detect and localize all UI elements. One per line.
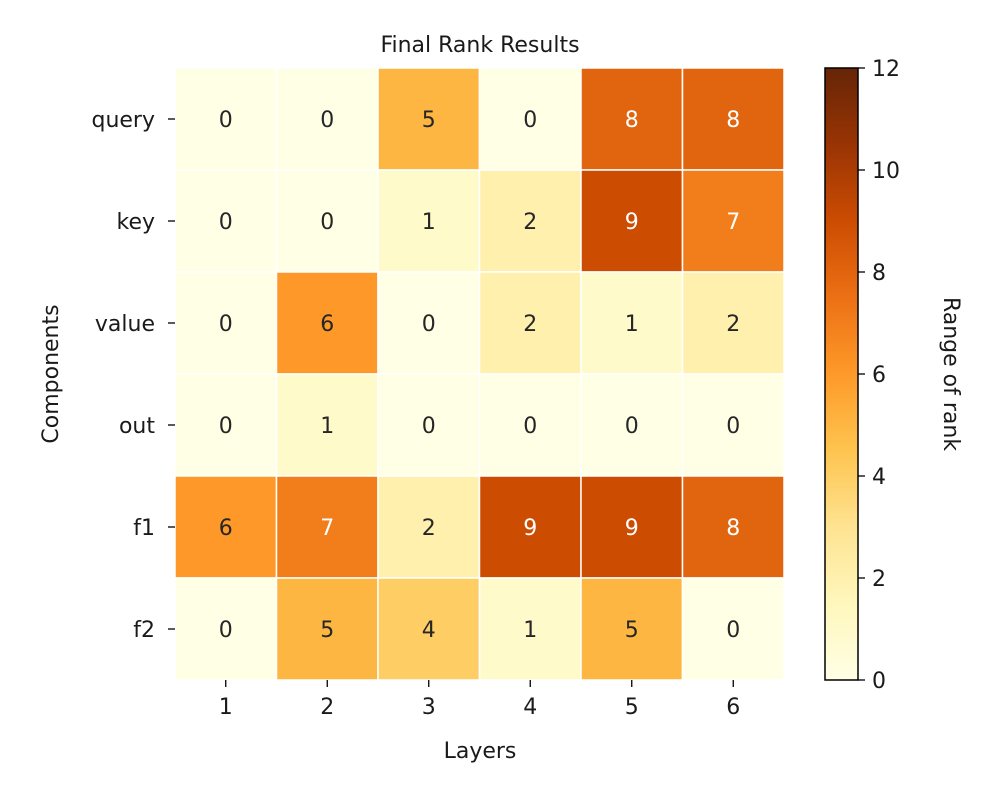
x-tick-label: 3: [422, 695, 436, 720]
heatmap-cell: [377, 475, 481, 579]
heatmap-cell: [478, 169, 582, 273]
heatmap-cell: [478, 67, 582, 171]
cell-value-label: 2: [523, 312, 537, 337]
cell-value-label: 1: [422, 210, 436, 235]
cell-value-label: 0: [219, 312, 233, 337]
cell-value-label: 0: [219, 414, 233, 439]
cell-value-label: 5: [422, 108, 436, 133]
cell-value-label: 0: [523, 108, 537, 133]
cell-value-label: 0: [219, 210, 233, 235]
cell-value-label: 0: [726, 618, 740, 643]
colorbar-label: Range of rank: [938, 297, 963, 451]
cell-value-label: 8: [625, 108, 639, 133]
colorbar-ticks: 0 2 4 6 8 10 12: [858, 57, 900, 694]
cell-value-label: 2: [726, 312, 740, 337]
colorbar-tick-label: 12: [872, 57, 900, 82]
cell-value-label: 9: [625, 516, 639, 541]
cell-value-label: 5: [625, 618, 639, 643]
cell-value-label: 5: [320, 618, 334, 643]
cell-value-label: 8: [726, 108, 740, 133]
colorbar-tick-label: 2: [872, 567, 886, 592]
heatmap-cell: [681, 475, 785, 579]
heatmap-cell: [478, 373, 582, 477]
chart-title: Final Rank Results: [380, 33, 579, 58]
heatmap-cell: [174, 475, 278, 579]
cell-value-label: 0: [726, 414, 740, 439]
heatmap-cell: [681, 373, 785, 477]
cell-value-label: 9: [625, 210, 639, 235]
y-axis: query key value out f1 f2: [91, 108, 175, 643]
heatmap-cell: [681, 271, 785, 375]
heatmap-cell: [681, 67, 785, 171]
heatmap-cells: [174, 67, 785, 681]
cell-value-label: 9: [523, 516, 537, 541]
cell-value-label: 2: [523, 210, 537, 235]
colorbar-tick-label: 10: [872, 159, 900, 184]
cell-value-label: 0: [422, 312, 436, 337]
cell-value-label: 6: [219, 516, 233, 541]
x-tick-label: 5: [625, 695, 639, 720]
cell-value-label: 0: [320, 210, 334, 235]
heatmap-cell: [275, 67, 379, 171]
cell-value-label: 7: [726, 210, 740, 235]
heatmap-cell: [174, 577, 278, 681]
cell-value-label: 4: [422, 618, 436, 643]
y-axis-label: Components: [39, 304, 64, 443]
heatmap-cell: [377, 67, 481, 171]
colorbar: [824, 67, 859, 681]
x-axis: 1 2 3 4 5 6: [219, 680, 740, 720]
cell-value-label: 0: [219, 618, 233, 643]
y-tick-label: f2: [133, 618, 155, 643]
heatmap-cell: [681, 169, 785, 273]
y-tick-label: f1: [133, 516, 155, 541]
y-tick-label: out: [119, 414, 155, 439]
colorbar-tick-label: 0: [872, 669, 886, 694]
heatmap-cell: [174, 373, 278, 477]
y-tick-label: key: [116, 210, 155, 235]
cell-value-label: 1: [523, 618, 537, 643]
heatmap-cell: [478, 271, 582, 375]
cell-value-label: 6: [320, 312, 334, 337]
colorbar-tick-label: 4: [872, 465, 886, 490]
cell-value-label: 8: [726, 516, 740, 541]
cell-value-label: 0: [320, 108, 334, 133]
x-tick-label: 1: [219, 695, 233, 720]
y-tick-label: value: [95, 312, 155, 337]
heatmap-cell: [580, 475, 684, 579]
heatmap-cell: [275, 373, 379, 477]
cell-value-labels: 0 0 5 0 8 8 0 0 1 2 9 7 0 6 0 2 1 2 0 1 0 0 0 0 6 7 2 9 9 8 0 5 4 1 5 0: [219, 108, 741, 643]
heatmap-cell: [580, 271, 684, 375]
cell-value-label: 1: [625, 312, 639, 337]
cell-value-label: 0: [422, 414, 436, 439]
y-tick-label: query: [91, 108, 155, 133]
x-tick-label: 4: [523, 695, 537, 720]
cell-value-label: 0: [625, 414, 639, 439]
cell-value-label: 0: [219, 108, 233, 133]
x-axis-label: Layers: [444, 739, 517, 764]
cell-value-label: 1: [320, 414, 334, 439]
x-tick-label: 6: [726, 695, 740, 720]
cell-value-label: 7: [320, 516, 334, 541]
heatmap-cell: [377, 373, 481, 477]
cell-value-label: 0: [523, 414, 537, 439]
heatmap-cell: [275, 169, 379, 273]
heatmap-cell: [681, 577, 785, 681]
x-tick-label: 2: [320, 695, 334, 720]
colorbar-tick-label: 8: [872, 261, 886, 286]
heatmap-cell: [478, 475, 582, 579]
heatmap-cell: [275, 271, 379, 375]
cell-value-label: 2: [422, 516, 436, 541]
heatmap-cell: [174, 67, 278, 171]
colorbar-tick-label: 6: [872, 363, 886, 388]
heatmap-cell: [580, 373, 684, 477]
